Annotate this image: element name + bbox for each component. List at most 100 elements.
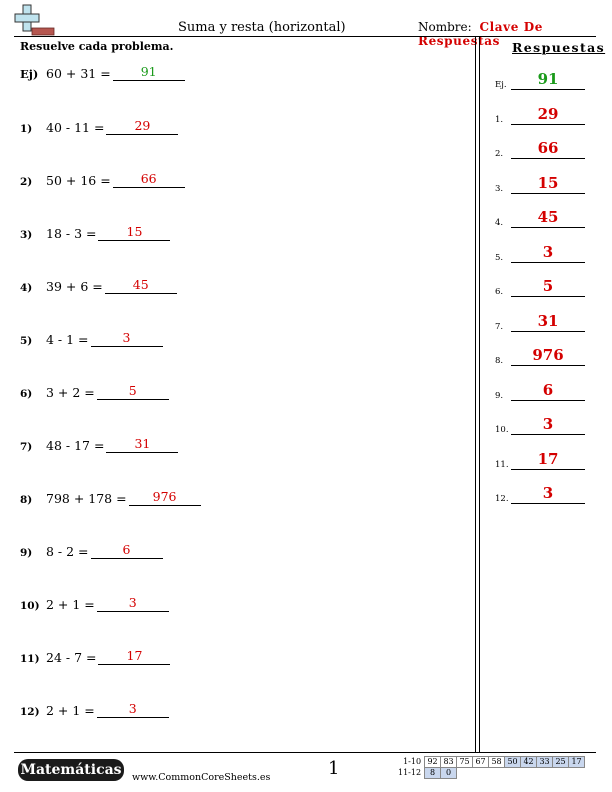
brand-badge: Matemáticas [18,759,124,781]
answer-key-value: 6 [511,382,585,401]
problem-number: 5) [20,335,33,347]
problem-row: 12) 2 + 1 = 3 [20,701,169,718]
answer-key-heading: Respuestas [512,40,606,55]
answer-key-item: 2. 66 [495,139,595,159]
answer-key-value: 17 [511,451,585,470]
problem-row: 1) 40 - 11 = 29 [20,118,179,135]
score-row: 1-10 92 83 75 67 58 50 42 33 25 17 [396,756,586,768]
answer-key-label: Ej. [495,80,507,90]
answer-key-value: 976 [511,347,585,366]
plus-minus-logo-icon [14,4,55,36]
problem-row: 3) 18 - 3 = 15 [20,224,171,241]
answer-key-label: 3. [495,184,504,194]
problem-row: 10) 2 + 1 = 3 [20,595,169,612]
problem-row: 8) 798 + 178 = 976 [20,489,201,506]
problem-expression: 8 - 2 = [46,544,89,559]
problem-number: 12) [20,706,40,718]
answer-key-label: 12. [495,494,509,504]
answer-key-value: 31 [511,313,585,332]
problem-number: 9) [20,547,33,559]
score-cell: 67 [472,756,490,768]
score-cell: 83 [440,756,458,768]
answer-key-item: 9. 6 [495,381,595,401]
instructions: Resuelve cada problema. [20,40,174,53]
answer-key-value: 3 [511,485,585,504]
problem-expression: 18 - 3 = [46,226,97,241]
answer-key-item: 4. 45 [495,208,595,228]
answer-key-value: 15 [511,175,585,194]
answer-blank[interactable]: 91 [112,64,185,81]
problem-number: 2) [20,176,33,188]
answer-key-label: 6. [495,287,504,297]
answer-blank[interactable]: 976 [128,489,201,506]
answer-blank[interactable]: 17 [98,648,171,665]
problem-number: 7) [20,441,33,453]
problem-expression: 50 + 16 = [46,173,111,188]
answer-key-item: 7. 31 [495,312,595,332]
answer-key-label: 1. [495,115,504,125]
problem-row: 7) 48 - 17 = 31 [20,436,179,453]
answer-key-item: 12. 3 [495,484,595,504]
answer-key-label: 2. [495,149,504,159]
problem-number: Ej) [20,67,39,81]
answer-blank[interactable]: 29 [106,118,179,135]
worksheet-title: Suma y resta (horizontal) [178,20,346,35]
problem-expression: 2 + 1 = [46,597,95,612]
problem-row: 2) 50 + 16 = 66 [20,171,185,188]
problem-number: 1) [20,123,33,135]
problem-row: 9) 8 - 2 = 6 [20,542,163,559]
name-label: Nombre: [418,20,472,34]
answer-key-item: 3. 15 [495,174,595,194]
answer-key-label: 4. [495,218,504,228]
score-cell: 0 [440,767,458,779]
answer-blank[interactable]: 6 [90,542,163,559]
answer-blank[interactable]: 5 [96,383,169,400]
footer-divider [14,752,596,753]
answer-blank[interactable]: 15 [98,224,171,241]
answer-key-item: Ej. 91 [495,70,595,90]
answer-key-value: 29 [511,106,585,125]
problem-expression: 3 + 2 = [46,385,95,400]
score-cell: 50 [504,756,522,768]
problem-number: 10) [20,600,40,612]
website-link[interactable]: www.CommonCoreSheets.es [132,772,271,783]
problem-expression: 4 - 1 = [46,332,89,347]
score-cell: 42 [520,756,538,768]
answer-key-value: 3 [511,244,585,263]
problem-expression: 39 + 6 = [46,279,103,294]
score-table: 1-10 92 83 75 67 58 50 42 33 25 17 11-12 8 0 [396,756,586,779]
answer-key-value: 91 [511,71,585,90]
score-range-label: 11-12 [398,768,422,777]
score-cell: 33 [536,756,554,768]
problem-expression: 2 + 1 = [46,703,95,718]
score-range-label: 1-10 [403,757,422,766]
answer-blank[interactable]: 66 [112,171,185,188]
answer-blank[interactable]: 3 [96,595,169,612]
problem-expression: 40 - 11 = [46,120,105,135]
score-cell: 92 [424,756,442,768]
page-number: 1 [328,758,340,779]
answer-key-label: 11. [495,460,509,470]
score-cell: 25 [552,756,570,768]
answer-key-label: 10. [495,425,509,435]
answer-blank[interactable]: 31 [106,436,179,453]
problem-number: 8) [20,494,33,506]
name-field: Nombre: Clave De Respuestas [418,20,612,48]
answer-blank[interactable]: 3 [96,701,169,718]
answer-key-value: 45 [511,209,585,228]
answer-blank[interactable]: 45 [104,277,177,294]
answer-key-item: 1. 29 [495,105,595,125]
problem-expression: 48 - 17 = [46,438,105,453]
answer-key-value: 66 [511,140,585,159]
problem-expression: 798 + 178 = [46,491,127,506]
answer-key-item: 5. 3 [495,243,595,263]
answer-blank[interactable]: 3 [90,330,163,347]
problem-number: 4) [20,282,33,294]
problem-expression: 60 + 31 = [46,66,111,81]
problem-row: 4) 39 + 6 = 45 [20,277,177,294]
problem-number: 3) [20,229,33,241]
column-divider [479,36,480,752]
answer-key-item: 10. 3 [495,415,595,435]
score-cell: 58 [488,756,506,768]
brand-label: Matemáticas [20,762,122,778]
